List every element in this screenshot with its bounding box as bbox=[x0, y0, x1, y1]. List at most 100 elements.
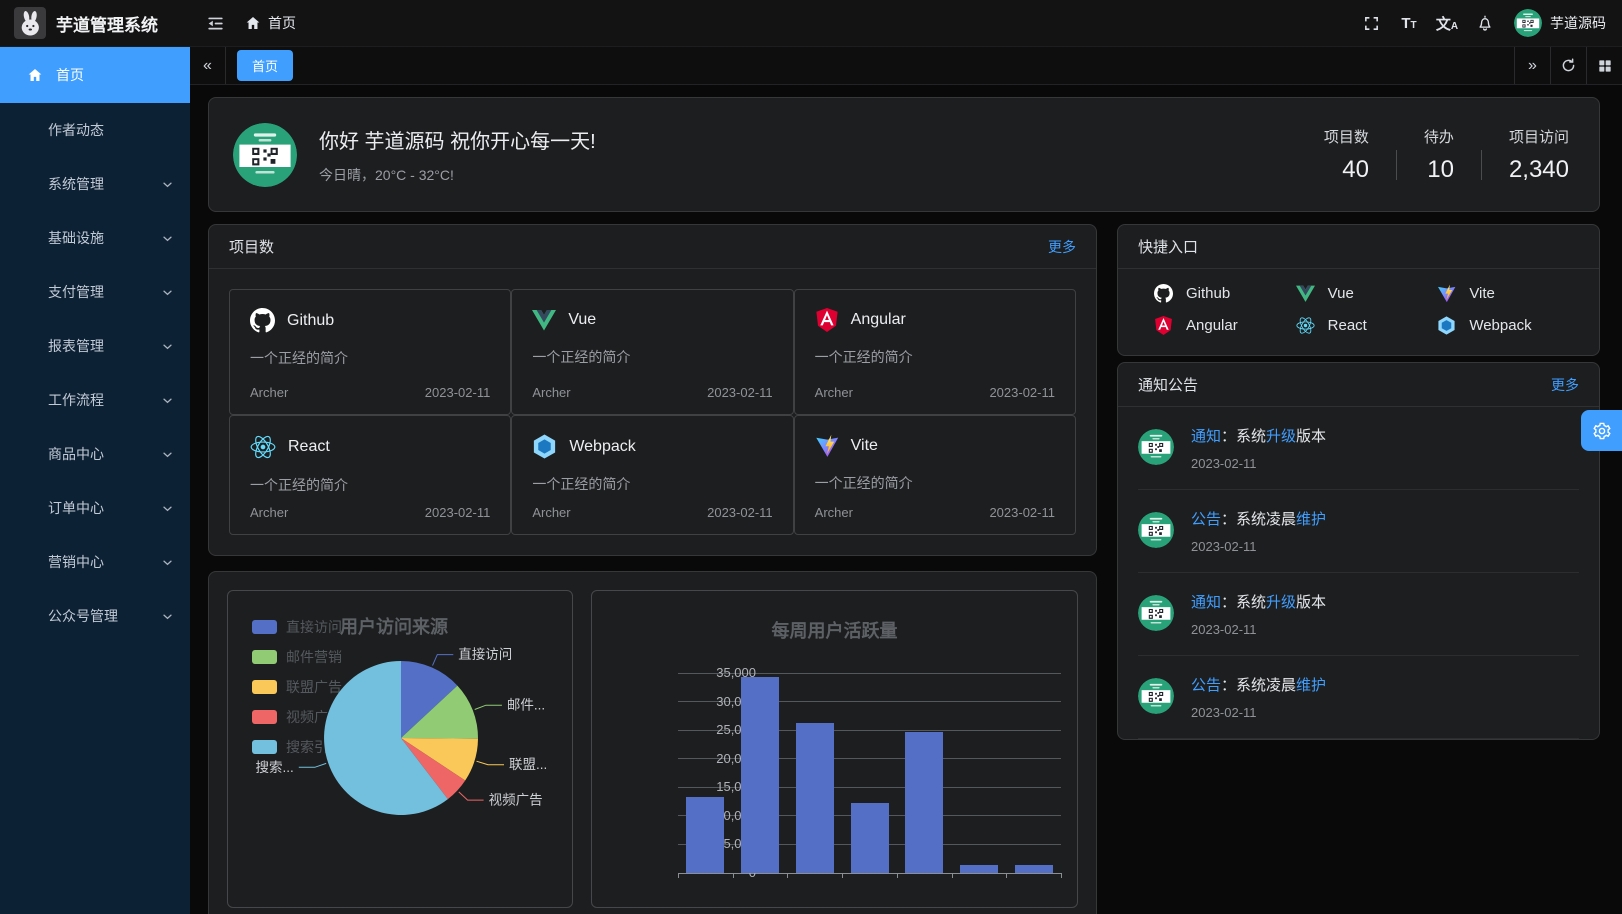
vue-icon bbox=[1295, 284, 1315, 303]
bar-gridline bbox=[678, 758, 1061, 760]
bar-axis-tick bbox=[678, 873, 679, 878]
sidebar-item-10[interactable]: 公众号管理 bbox=[0, 589, 190, 643]
pie-label-line bbox=[298, 762, 327, 768]
bar-axis-tick bbox=[1006, 873, 1008, 878]
notice-item-2[interactable]: 通知：系统升级版本 2023-02-11 bbox=[1138, 573, 1579, 656]
sidebar-item-0[interactable]: 首页 bbox=[0, 47, 190, 103]
project-card-vue[interactable]: Vue 一个正经的简介 Archer 2023-02-11 bbox=[511, 289, 794, 415]
webpack-icon bbox=[532, 434, 557, 459]
double-right-icon[interactable]: » bbox=[1514, 47, 1550, 84]
double-left-icon[interactable]: « bbox=[190, 47, 226, 84]
pie-chart: 用户访问来源 直接访问 邮件营销 联盟广告 视频广告 搜索引擎 直接访问 邮件... 联盟.… bbox=[227, 590, 573, 908]
shortcut-webpack[interactable]: Webpack bbox=[1437, 316, 1579, 335]
locale-icon[interactable]: 文A bbox=[1435, 15, 1459, 33]
bar-plot: 05,00010,00015,00020,00025,00030,00035,0… bbox=[678, 665, 1062, 880]
fullscreen-icon[interactable] bbox=[1352, 4, 1390, 42]
legend-item[interactable]: 直接访问 bbox=[252, 617, 342, 637]
bell-icon[interactable] bbox=[1466, 4, 1504, 42]
project-card-vite[interactable]: Vite 一个正经的简介 Archer 2023-02-11 bbox=[793, 415, 1076, 535]
vite-icon bbox=[1437, 284, 1456, 303]
sidebar-item-9[interactable]: 营销中心 bbox=[0, 535, 190, 589]
project-author: Archer bbox=[532, 505, 571, 520]
sidebar-item-8[interactable]: 订单中心 bbox=[0, 481, 190, 535]
project-author: Archer bbox=[814, 385, 853, 400]
refresh-icon[interactable] bbox=[1550, 47, 1586, 84]
stats-group: 项目数 40 待办 10 项目访问 2,340 bbox=[1297, 126, 1569, 184]
pie-label-line bbox=[432, 654, 454, 666]
pie-slice-4 bbox=[324, 661, 448, 815]
sidebar-item-4[interactable]: 支付管理 bbox=[0, 265, 190, 319]
qr-avatar bbox=[1138, 506, 1174, 554]
sidebar-item-label: 支付管理 bbox=[48, 284, 104, 300]
sidebar-item-label: 订单中心 bbox=[48, 500, 104, 516]
projects-card: 项目数 更多 Github 一个正经的简介 Archer 2023-02-11 Vue 一… bbox=[208, 224, 1097, 556]
settings-fab[interactable] bbox=[1581, 410, 1622, 451]
breadcrumb-item: 首页 bbox=[268, 15, 296, 31]
fold-icon[interactable] bbox=[206, 14, 225, 33]
legend-item[interactable]: 联盟广告 bbox=[252, 677, 342, 697]
page-content: 你好 芋道源码 祝你开心每一天! 今日晴，20°C - 32°C! 项目数 40… bbox=[190, 85, 1622, 914]
shortcut-label: Github bbox=[1186, 285, 1231, 302]
project-date: 2023-02-11 bbox=[707, 505, 773, 520]
legend-item[interactable]: 邮件营销 bbox=[252, 647, 342, 667]
bar-axis-tick bbox=[787, 873, 789, 878]
legend-swatch bbox=[252, 710, 277, 724]
sidebar-item-6[interactable]: 工作流程 bbox=[0, 373, 190, 427]
app-brand[interactable]: 芋道管理系统 bbox=[0, 7, 190, 39]
sidebar-item-7[interactable]: 商品中心 bbox=[0, 427, 190, 481]
tab-home[interactable]: 首页 bbox=[237, 50, 294, 81]
legend-swatch bbox=[252, 740, 277, 754]
shortcut-angular[interactable]: Angular bbox=[1154, 316, 1296, 335]
bar-周三 bbox=[795, 722, 834, 873]
bar-axis-tick bbox=[896, 873, 898, 878]
project-card-angular[interactable]: Angular 一个正经的简介 Archer 2023-02-11 bbox=[793, 289, 1076, 415]
qr-avatar bbox=[1138, 589, 1174, 637]
project-card-webpack[interactable]: Webpack 一个正经的简介 Archer 2023-02-11 bbox=[511, 415, 794, 535]
project-desc: 一个正经的简介 bbox=[814, 349, 913, 365]
stat-projects: 项目数 40 bbox=[1323, 128, 1369, 183]
pie-label: 联盟... bbox=[509, 757, 547, 772]
notice-item-3[interactable]: 公告：系统凌晨维护 2023-02-11 bbox=[1138, 656, 1579, 739]
chevron-down-icon bbox=[161, 556, 174, 569]
projects-more-link[interactable]: 更多 bbox=[1048, 238, 1076, 255]
project-date: 2023-02-11 bbox=[707, 385, 773, 400]
notices-more-link[interactable]: 更多 bbox=[1551, 376, 1579, 393]
sidebar-item-label: 公众号管理 bbox=[48, 608, 118, 624]
shortcut-react[interactable]: React bbox=[1296, 316, 1438, 335]
sidebar-item-2[interactable]: 系统管理 bbox=[0, 157, 190, 211]
shortcut-github[interactable]: Github bbox=[1154, 284, 1296, 303]
notice-date: 2023-02-11 bbox=[1191, 539, 1257, 554]
bar-gridline bbox=[678, 701, 1061, 703]
projects-title: 项目数 bbox=[229, 239, 275, 256]
notice-item-1[interactable]: 公告：系统凌晨维护 2023-02-11 bbox=[1138, 490, 1579, 573]
user-menu[interactable]: 芋道源码 bbox=[1514, 9, 1606, 37]
shortcut-label: Vue bbox=[1327, 285, 1354, 302]
sidebar-item-label: 作者动态 bbox=[48, 122, 104, 138]
project-card-react[interactable]: React 一个正经的简介 Archer 2023-02-11 bbox=[229, 415, 512, 535]
tabs-bar: « 首页 » bbox=[190, 47, 1622, 85]
sidebar-item-1[interactable]: 作者动态 bbox=[0, 103, 190, 157]
chevron-down-icon bbox=[161, 178, 174, 191]
shortcut-vite[interactable]: Vite bbox=[1437, 284, 1579, 303]
font-size-icon[interactable]: TT bbox=[1401, 14, 1417, 32]
bar-chart: 每周用户活跃量 05,00010,00015,00020,00025,00030… bbox=[591, 590, 1078, 908]
notice-date: 2023-02-11 bbox=[1191, 622, 1257, 637]
project-card-github[interactable]: Github 一个正经的简介 Archer 2023-02-11 bbox=[229, 289, 512, 415]
notices-title: 通知公告 bbox=[1138, 377, 1199, 394]
sidebar-item-label: 首页 bbox=[56, 67, 84, 83]
notice-item-0[interactable]: 通知：系统升级版本 2023-02-11 bbox=[1138, 407, 1579, 490]
breadcrumb[interactable]: 首页 bbox=[245, 13, 296, 33]
grid-icon[interactable] bbox=[1586, 47, 1622, 84]
divider bbox=[1395, 149, 1397, 180]
project-date: 2023-02-11 bbox=[989, 385, 1055, 400]
legend-swatch bbox=[252, 680, 277, 694]
project-name: Vite bbox=[850, 437, 878, 454]
bar-周五 bbox=[905, 732, 944, 873]
project-name: Angular bbox=[850, 311, 906, 328]
sidebar-item-3[interactable]: 基础设施 bbox=[0, 211, 190, 265]
notice-title: 通知：系统升级版本 bbox=[1191, 594, 1327, 611]
react-icon bbox=[250, 434, 276, 460]
shortcut-vue[interactable]: Vue bbox=[1295, 284, 1438, 303]
stat-visits: 项目访问 2,340 bbox=[1508, 128, 1569, 183]
sidebar-item-5[interactable]: 报表管理 bbox=[0, 319, 190, 373]
